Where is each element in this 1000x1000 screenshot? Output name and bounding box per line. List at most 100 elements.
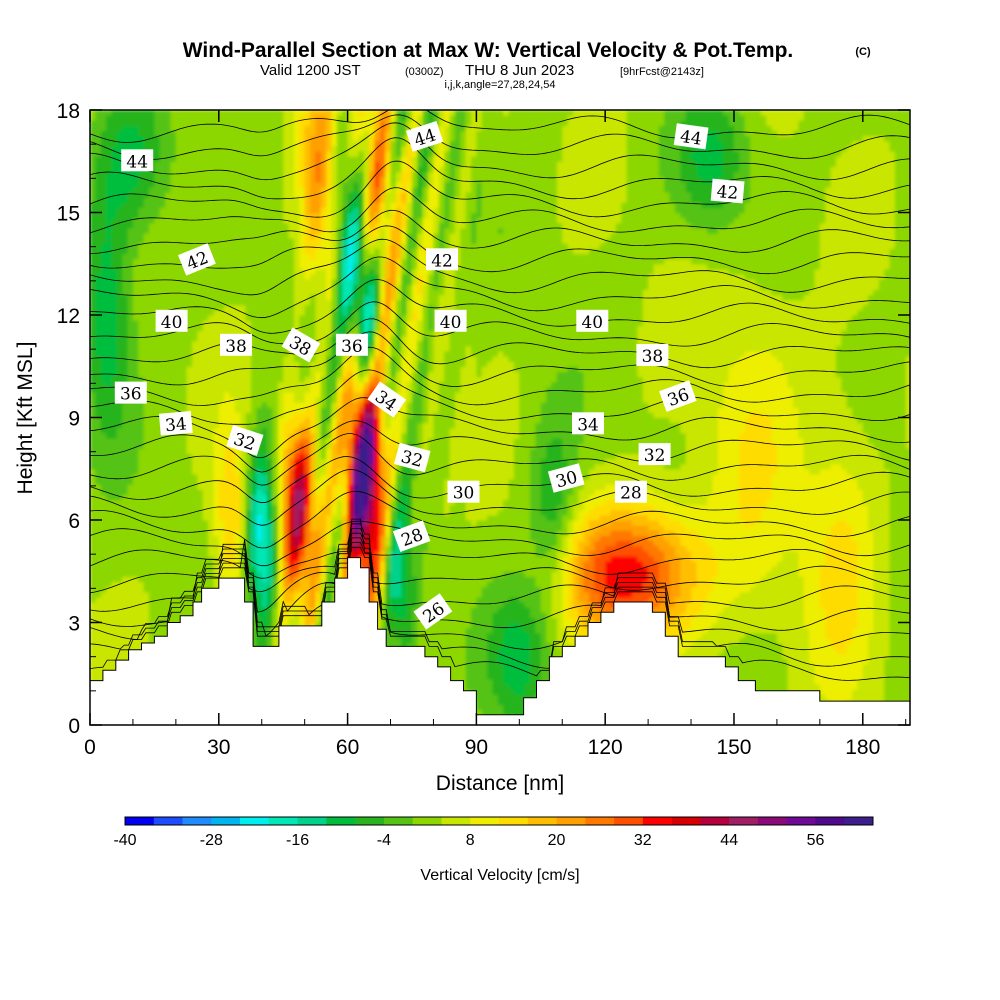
field-cell bbox=[310, 371, 316, 378]
field-cell bbox=[149, 258, 155, 265]
field-cell bbox=[256, 376, 263, 383]
field-cell bbox=[90, 397, 96, 403]
field-cell bbox=[106, 345, 113, 352]
field-cell bbox=[293, 438, 300, 444]
field-cell bbox=[116, 366, 123, 372]
field-cell bbox=[267, 612, 274, 618]
field-cell bbox=[208, 140, 215, 147]
field-cell bbox=[202, 530, 209, 536]
field-cell bbox=[138, 489, 145, 495]
field-cell bbox=[245, 376, 252, 383]
field-cell bbox=[261, 156, 268, 162]
field-cell bbox=[213, 535, 220, 542]
field-cell bbox=[149, 484, 155, 490]
field-cell bbox=[106, 596, 113, 603]
field-cell bbox=[175, 448, 182, 454]
field-cell bbox=[143, 243, 150, 249]
field-cell bbox=[100, 525, 107, 531]
field-cell bbox=[122, 484, 129, 490]
field-cell bbox=[261, 576, 268, 583]
field-cell bbox=[267, 263, 274, 270]
field-cell bbox=[213, 581, 220, 588]
field-cell bbox=[277, 233, 284, 239]
field-cell bbox=[181, 181, 188, 188]
field-cell bbox=[181, 227, 188, 234]
field-cell bbox=[277, 581, 284, 588]
field-cell bbox=[95, 673, 102, 680]
field-cell bbox=[175, 473, 182, 480]
field-cell bbox=[197, 566, 204, 572]
field-cell bbox=[277, 509, 284, 516]
field-cell bbox=[250, 376, 257, 383]
field-cell bbox=[277, 181, 284, 188]
field-cell bbox=[175, 509, 182, 516]
field-cell bbox=[181, 576, 188, 583]
field-cell bbox=[143, 315, 150, 321]
field-cell bbox=[138, 171, 145, 178]
field-cell bbox=[229, 545, 236, 552]
field-cell bbox=[224, 299, 231, 306]
field-cell bbox=[100, 186, 107, 193]
field-cell bbox=[213, 340, 220, 347]
field-cell bbox=[95, 571, 102, 577]
field-cell bbox=[304, 181, 311, 188]
field-cell bbox=[245, 407, 252, 413]
field-cell bbox=[106, 479, 113, 485]
field-cell bbox=[132, 484, 139, 490]
field-cell bbox=[245, 422, 252, 429]
field-cell bbox=[272, 284, 279, 290]
field-cell bbox=[250, 248, 257, 255]
field-cell bbox=[191, 130, 198, 137]
field-cell bbox=[95, 427, 102, 434]
field-cell bbox=[149, 238, 155, 244]
field-cell bbox=[272, 197, 279, 203]
field-cell bbox=[272, 176, 279, 183]
field-cell bbox=[299, 356, 306, 362]
field-cell bbox=[250, 561, 257, 567]
field-cell bbox=[106, 315, 113, 321]
field-cell bbox=[240, 325, 247, 331]
field-cell bbox=[256, 397, 263, 403]
field-cell bbox=[90, 499, 96, 506]
field-cell bbox=[272, 576, 279, 583]
field-cell bbox=[304, 555, 311, 562]
field-cell bbox=[293, 279, 300, 285]
field-cell bbox=[310, 566, 316, 572]
field-cell bbox=[165, 166, 172, 173]
field-cell bbox=[229, 166, 236, 173]
field-cell bbox=[288, 361, 295, 367]
field-cell bbox=[250, 279, 257, 285]
field-cell bbox=[154, 602, 161, 608]
field-cell bbox=[159, 186, 166, 193]
field-cell bbox=[240, 422, 247, 429]
field-cell bbox=[299, 110, 306, 116]
field-cell bbox=[283, 263, 290, 270]
field-cell bbox=[288, 402, 295, 408]
field-cell bbox=[95, 391, 102, 398]
field-cell bbox=[191, 315, 198, 321]
field-cell bbox=[175, 268, 182, 275]
field-cell bbox=[159, 145, 166, 152]
field-cell bbox=[95, 120, 102, 126]
field-cell bbox=[154, 135, 161, 142]
field-cell bbox=[132, 376, 139, 383]
field-cell bbox=[299, 115, 306, 121]
field-cell bbox=[256, 299, 263, 306]
field-cell bbox=[197, 438, 204, 444]
field-cell bbox=[186, 386, 193, 393]
field-cell bbox=[106, 540, 113, 547]
field-cell bbox=[116, 325, 123, 331]
field-cell bbox=[218, 274, 225, 280]
field-cell bbox=[234, 233, 241, 239]
field-cell bbox=[186, 156, 193, 162]
field-cell bbox=[277, 504, 284, 511]
field-cell bbox=[245, 561, 252, 567]
field-cell bbox=[143, 520, 150, 526]
field-cell bbox=[272, 525, 279, 531]
field-cell bbox=[143, 340, 150, 347]
field-cell bbox=[213, 192, 220, 198]
field-cell bbox=[132, 504, 139, 511]
field-cell bbox=[100, 197, 107, 203]
field-cell bbox=[165, 473, 172, 480]
field-cell bbox=[95, 197, 102, 203]
